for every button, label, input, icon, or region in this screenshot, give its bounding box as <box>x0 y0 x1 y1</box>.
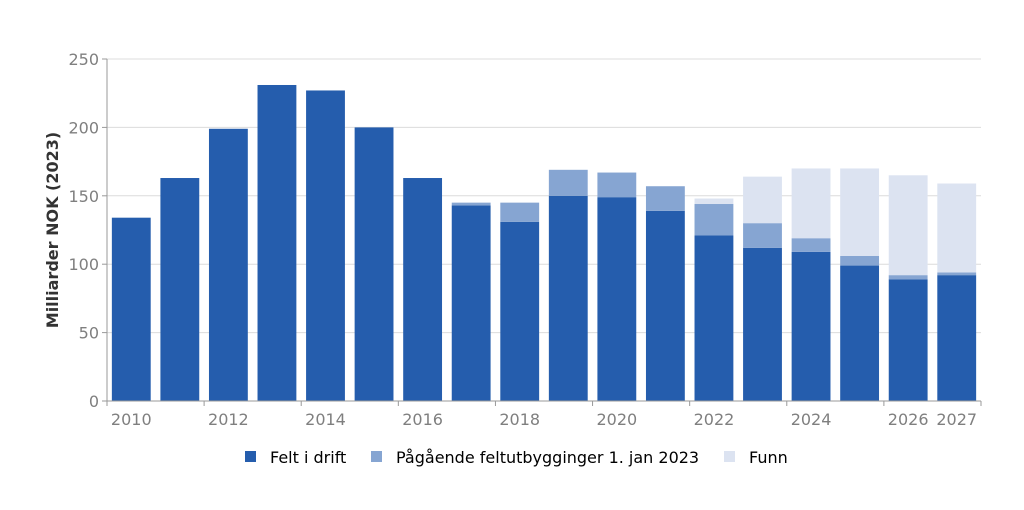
legend-swatch-3 <box>724 451 735 462</box>
bar-2026-series-2 <box>888 275 928 280</box>
legend: Felt i drift Pågående feltutbygginger 1. … <box>245 448 788 467</box>
y-tick-label-50: 50 <box>79 324 99 343</box>
x-tick-label-2012: 2012 <box>208 410 249 429</box>
x-tick-label-2018: 2018 <box>499 410 540 429</box>
bar-2010-series-1 <box>111 217 151 401</box>
bar-2019-series-1 <box>548 195 588 401</box>
bar-2022-series-3 <box>694 198 734 205</box>
legend-swatch-1 <box>245 451 256 462</box>
bar-2019-series-2 <box>548 169 588 196</box>
bar-2027-series-1 <box>937 275 977 401</box>
x-tick-label-2022: 2022 <box>694 410 735 429</box>
bar-2011-series-1 <box>160 178 200 401</box>
bar-2018-series-2 <box>500 202 540 222</box>
bar-2025-series-3 <box>840 168 880 256</box>
legend-label-2: Pågående feltutbygginger 1. jan 2023 <box>396 448 699 467</box>
legend-swatch-2 <box>371 451 382 462</box>
bar-2026-series-3 <box>888 175 928 276</box>
legend-label-3: Funn <box>749 448 788 467</box>
y-tick-label-250: 250 <box>68 50 99 69</box>
axes <box>106 59 981 402</box>
legend-label-1: Felt i drift <box>270 448 346 467</box>
bar-2012-series-1 <box>208 128 248 401</box>
bar-2027-series-2 <box>937 272 977 276</box>
bar-2023-series-3 <box>743 176 782 224</box>
bar-2014-series-1 <box>306 90 345 402</box>
bar-2024-series-3 <box>791 168 831 239</box>
bar-2015-series-1 <box>354 127 394 402</box>
x-tick-label-2026: 2026 <box>888 410 929 429</box>
x-tick-labels: 2010 2012 2014 2016 2018 2020 2022 2024 2026 2027 <box>106 401 982 429</box>
y-tick-label-150: 150 <box>68 187 99 206</box>
y-tick-label-200: 200 <box>68 118 99 137</box>
x-tick-label-2027: 2027 <box>936 410 977 429</box>
y-axis-title: Milliarder NOK (2023) <box>43 132 62 328</box>
bar-2023-series-2 <box>743 223 782 248</box>
bar-2020-series-1 <box>597 197 637 401</box>
x-tick-label-2016: 2016 <box>402 410 443 429</box>
bar-2021-series-2 <box>645 186 685 211</box>
x-tick-label-2024: 2024 <box>791 410 832 429</box>
bar-2025-series-2 <box>840 255 880 266</box>
bar-2018-series-1 <box>500 221 540 401</box>
bar-2025-series-1 <box>840 265 880 401</box>
bar-2024-series-2 <box>791 238 831 252</box>
bar-2017-series-2 <box>451 202 491 206</box>
bar-2022-series-1 <box>694 235 734 401</box>
bar-2017-series-1 <box>451 205 491 401</box>
x-tick-label-2014: 2014 <box>305 410 346 429</box>
bars <box>111 84 977 402</box>
y-tick-label-100: 100 <box>68 255 99 274</box>
x-tick-label-2020: 2020 <box>596 410 637 429</box>
bar-2024-series-1 <box>791 251 831 401</box>
x-tick-label-2010: 2010 <box>111 410 152 429</box>
bar-2013-series-1 <box>257 84 297 401</box>
bar-2022-series-2 <box>694 204 734 236</box>
bar-2021-series-1 <box>645 210 685 401</box>
y-tick-label-0: 0 <box>89 392 99 411</box>
bar-2023-series-1 <box>743 247 782 401</box>
bar-2027-series-3 <box>937 183 977 273</box>
bar-2016-series-1 <box>403 178 443 401</box>
bar-2026-series-1 <box>888 279 928 401</box>
bar-2020-series-2 <box>597 172 637 198</box>
y-tick-labels: 0 50 100 150 200 250 <box>68 50 107 411</box>
